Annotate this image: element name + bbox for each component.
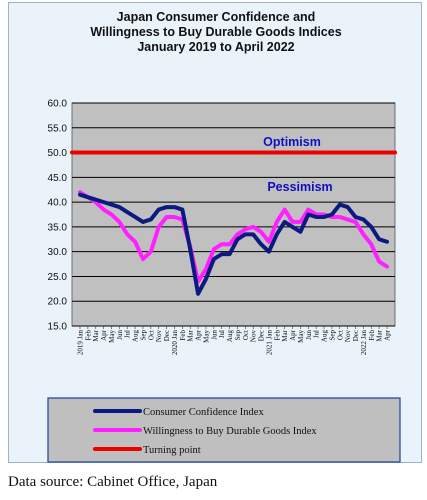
x-tick-label: Jun (210, 330, 218, 340)
x-tick-label: 2020 Jan (171, 330, 179, 356)
y-tick-label: 30.0 (48, 247, 68, 258)
x-tick-label: Mar (92, 329, 100, 341)
y-tick-label: 60.0 (48, 99, 68, 110)
x-tick-label: Nov (344, 330, 352, 343)
x-tick-label: Feb (273, 330, 281, 341)
series-lines (70, 150, 397, 296)
chart-title-line: Japan Consumer Confidence and (117, 10, 316, 24)
legend-label: Turning point (143, 445, 201, 456)
y-tick-label: 45.0 (48, 173, 68, 184)
gridlines (72, 102, 395, 327)
y-tick-label: 15.0 (48, 322, 68, 333)
x-tick-label: Nov (155, 330, 163, 343)
x-tick-label: 2022 Jan (360, 330, 368, 356)
y-axis-ticks: 60.0 55.0 50.0 45.0 40.0 35.0 30.0 25.0 20.0 15.0 (48, 99, 68, 333)
x-tick-label: Dec (352, 330, 360, 341)
x-tick-label: May (108, 330, 116, 343)
plot-area (71, 102, 396, 327)
x-tick-label: Jul (218, 330, 226, 338)
y-tick-label: 50.0 (48, 148, 68, 159)
x-tick-label: Sep (234, 330, 242, 341)
x-tick-label: Mar (376, 329, 384, 341)
pessimism-label: Pessimism (267, 180, 332, 194)
chart-title-line: Willingness to Buy Durable Goods Indices (90, 25, 341, 39)
y-tick-label: 20.0 (48, 297, 68, 308)
x-tick-label: Aug (226, 330, 234, 343)
x-tick-label: Apr (100, 329, 108, 341)
x-tick-label: Aug (132, 330, 140, 343)
x-tick-label: Apr (289, 329, 297, 341)
x-tick-label: Jul (124, 330, 132, 338)
x-tick-label: Sep (139, 330, 147, 341)
x-tick-label: Dec (258, 330, 266, 341)
x-tick-label: Nov (250, 330, 258, 343)
x-tick-label: Sep (328, 330, 336, 341)
x-tick-label: Feb (179, 330, 187, 341)
x-tick-label: Oct (336, 330, 344, 340)
chart: Japan Consumer Confidence andWillingness… (47, 10, 401, 463)
x-tick-label: Oct (242, 330, 250, 340)
x-tick-label: Feb (84, 330, 92, 341)
x-tick-label: Oct (147, 330, 155, 340)
y-tick-label: 55.0 (48, 123, 68, 134)
x-tick-label: May (202, 330, 210, 343)
y-tick-label: 25.0 (48, 272, 68, 283)
x-tick-label: Jun (305, 330, 313, 340)
series-line-1 (78, 190, 389, 284)
legend-label: Consumer Confidence Index (143, 407, 264, 418)
x-tick-label: Dec (163, 330, 171, 341)
chart-title: Japan Consumer Confidence andWillingness… (90, 10, 341, 54)
x-tick-label: Mar (281, 329, 289, 341)
x-tick-label: May (297, 330, 305, 343)
x-tick-label: Jun (116, 330, 124, 340)
x-axis-ticks: 2019 Jan Feb Mar Apr May Jun Jul Aug Sep Oct Nov De… (77, 326, 392, 355)
x-tick-label: Aug (321, 330, 329, 343)
data-source-note: Data source: Cabinet Office, Japan (8, 474, 218, 490)
optimism-label: Optimism (263, 135, 321, 149)
x-tick-label: 2019 Jan (77, 330, 85, 356)
y-tick-label: 35.0 (48, 222, 68, 233)
y-tick-label: 40.0 (48, 198, 68, 209)
chart-title-line: January 2019 to April 2022 (137, 40, 294, 54)
x-tick-label: Apr (384, 329, 392, 341)
series-line-0 (78, 192, 389, 296)
legend-label: Willingness to Buy Durable Goods Index (143, 426, 317, 437)
legend: Consumer Confidence Index Willingness to … (47, 397, 401, 463)
x-tick-label: Feb (368, 330, 376, 341)
x-tick-label: 2021 Jan (265, 330, 273, 356)
x-tick-label: Jul (313, 330, 321, 338)
x-tick-label: Apr (195, 329, 203, 341)
x-tick-label: Mar (187, 329, 195, 341)
